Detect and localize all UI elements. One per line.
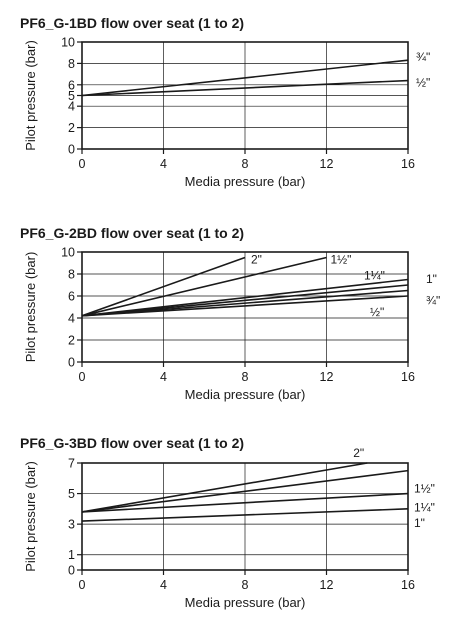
y-axis-label: Pilot pressure (bar): [23, 461, 38, 572]
plot-frame: [81, 462, 409, 571]
series-line: [81, 508, 409, 522]
chart-2: PF6_G-2BD flow over seat (1 to 2) 0 2 4 6 8 10…: [20, 225, 440, 402]
x-tick-label: 8: [242, 370, 249, 384]
y-tick-label: 5: [68, 487, 75, 501]
x-tick-label: 8: [242, 157, 249, 171]
series-label: 2": [353, 446, 364, 460]
x-tick-label: 0: [79, 578, 86, 592]
x-axis-label: Media pressure (bar): [185, 595, 306, 610]
series-label: 1¼": [364, 269, 385, 283]
x-tick-label: 12: [320, 157, 334, 171]
y-tick-label: 7: [68, 457, 75, 471]
x-tick-label: 4: [160, 578, 167, 592]
x-axis-label: Media pressure (bar): [185, 387, 306, 402]
y-tick-label: 10: [61, 246, 75, 260]
chart-title: PF6_G-1BD flow over seat (1 to 2): [20, 15, 244, 31]
y-tick-label: 2: [68, 334, 75, 348]
series-line: [81, 295, 409, 317]
y-tick-label: 1: [68, 548, 75, 562]
x-tick-label: 16: [401, 370, 415, 384]
x-tick-label: 12: [320, 370, 334, 384]
series-label: 1": [414, 516, 425, 530]
series-line: [81, 469, 409, 513]
x-tick-label: 4: [160, 370, 167, 384]
x-tick-label: 8: [242, 578, 249, 592]
x-tick-label: 12: [320, 578, 334, 592]
y-tick-label: 8: [68, 268, 75, 282]
y-axis-label: Pilot pressure (bar): [23, 252, 38, 363]
y-tick-label: 5: [68, 89, 75, 103]
series-line: [81, 59, 409, 97]
series-label: 1¼": [414, 501, 435, 515]
x-tick-label: 0: [79, 370, 86, 384]
series-label: 1½": [331, 253, 352, 267]
chart-title: PF6_G-2BD flow over seat (1 to 2): [20, 225, 244, 241]
series-line: [81, 278, 409, 317]
series-line: [81, 284, 409, 317]
chart-1: PF6_G-1BD flow over seat (1 to 2)0245681…: [20, 15, 430, 189]
series-label: 1": [426, 272, 437, 286]
x-tick-label: 4: [160, 157, 167, 171]
y-tick-label: 4: [68, 312, 75, 326]
chart-title: PF6_G-3BD flow over seat (1 to 2): [20, 435, 244, 451]
series-label: 1½": [414, 482, 435, 496]
x-tick-label: 16: [401, 578, 415, 592]
y-tick-label: 6: [68, 78, 75, 92]
series-line: [81, 462, 368, 513]
y-axis-label: Pilot pressure (bar): [23, 40, 38, 151]
chart-3: PF6_G-3BD flow over seat (1 to 2) 0 1 3 5 7 0 4…: [20, 435, 435, 610]
x-tick-label: 16: [401, 157, 415, 171]
y-tick-label: 4: [68, 100, 75, 114]
y-tick-label: 0: [68, 564, 75, 578]
series-label: ½": [370, 305, 384, 319]
series-line: [81, 289, 409, 317]
series-line: [81, 256, 327, 317]
x-axis-label: Media pressure (bar): [185, 174, 306, 189]
y-tick-label: 10: [61, 36, 75, 50]
series-line: [81, 256, 246, 317]
y-tick-label: 0: [68, 356, 75, 370]
x-tick-label: 0: [79, 157, 86, 171]
y-tick-label: 6: [68, 290, 75, 304]
series-label: ¾": [426, 294, 440, 308]
y-tick-label: 8: [68, 57, 75, 71]
plot-frame: [81, 251, 409, 363]
series-label: ¾": [416, 50, 430, 64]
series-line: [81, 492, 409, 513]
series-label: 2": [251, 253, 262, 267]
series-line: [81, 79, 409, 97]
y-tick-label: 0: [68, 143, 75, 157]
series-label: ½": [416, 76, 430, 90]
y-tick-label: 2: [68, 121, 75, 135]
y-tick-label: 3: [68, 518, 75, 532]
